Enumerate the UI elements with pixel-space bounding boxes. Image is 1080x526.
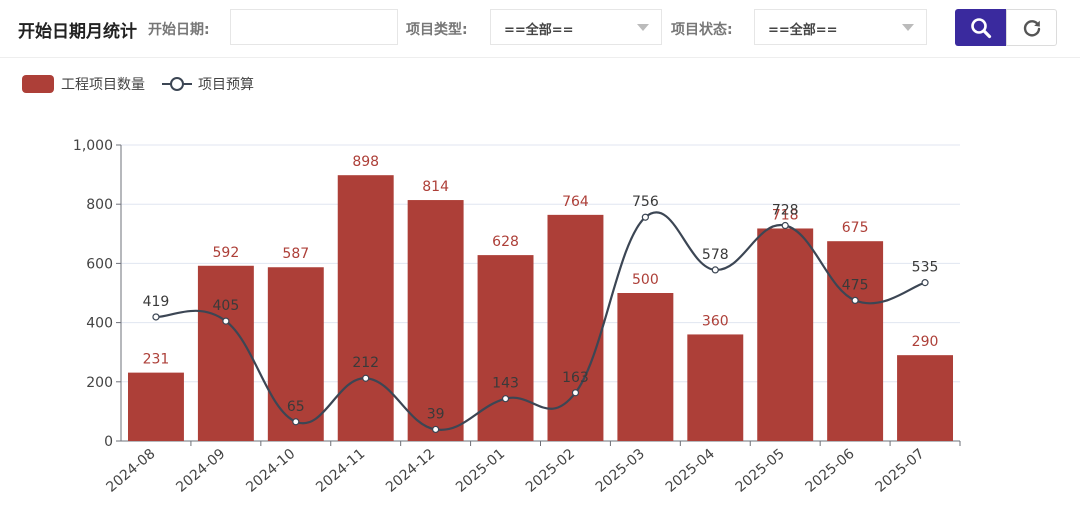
bar [267, 267, 324, 441]
search-icon [970, 17, 991, 38]
bar-value-label: 628 [492, 234, 519, 250]
x-tick-label: 2025-06 [803, 446, 858, 496]
bar-value-label: 500 [632, 272, 659, 288]
bar [407, 200, 464, 441]
bar [757, 228, 814, 441]
line-point [781, 221, 789, 230]
bar-value-label: 231 [143, 352, 170, 368]
y-tick-label: 400 [86, 316, 113, 332]
line-value-label: 163 [562, 370, 589, 386]
project-status-value: ==全部== [768, 23, 838, 38]
x-tick-label: 2025-04 [663, 446, 718, 496]
x-tick-label: 2024-08 [103, 446, 158, 496]
chevron-down-icon [637, 24, 649, 31]
line-point [152, 313, 160, 321]
bar-value-label: 360 [702, 313, 729, 329]
project-type-select[interactable]: ==全部== [490, 9, 662, 45]
line-point [641, 213, 649, 221]
chevron-down-icon [902, 24, 914, 31]
x-tick-label: 2025-02 [523, 446, 578, 496]
line-value-label: 65 [287, 399, 305, 415]
line-point [292, 418, 300, 426]
line-value-label: 535 [912, 260, 939, 276]
y-tick-label: 0 [104, 434, 113, 450]
bar [897, 355, 954, 441]
bar-value-label: 290 [912, 334, 939, 350]
bar [617, 293, 674, 441]
x-tick-label: 2025-03 [593, 446, 648, 496]
page-title: 开始日期月统计 [18, 22, 137, 42]
legend-bar-label: 工程项目数量 [61, 77, 145, 93]
bar [827, 241, 884, 441]
bar-value-label: 718 [772, 207, 799, 223]
bar [197, 265, 254, 441]
start-date-input[interactable] [230, 9, 398, 45]
start-date-label: 开始日期: [148, 22, 210, 38]
y-tick-label: 800 [86, 197, 113, 213]
bar-value-label: 898 [352, 154, 379, 170]
bar-value-label: 592 [213, 245, 240, 261]
refresh-icon [1023, 19, 1040, 37]
line-point [921, 279, 929, 287]
x-tick-label: 2025-07 [873, 446, 928, 496]
y-tick-label: 1,000 [73, 138, 113, 154]
legend-item-line[interactable]: 项目预算 [162, 74, 254, 94]
line-value-label: 419 [143, 294, 170, 310]
legend-line-label: 项目预算 [198, 77, 254, 93]
bar-value-label: 814 [422, 179, 449, 195]
line-value-label: 756 [632, 194, 659, 210]
line-point [851, 296, 859, 304]
legend-line-swatch [162, 77, 192, 91]
x-tick-label: 2025-05 [733, 446, 788, 496]
filter-toolbar: 开始日期月统计 开始日期: 项目类型: ==全部== 项目状态: ==全部== [0, 0, 1080, 58]
project-status-label: 项目状态: [671, 22, 733, 38]
line-point [362, 374, 370, 382]
line-point [571, 389, 580, 397]
line-value-label: 728 [772, 203, 799, 219]
project-type-value: ==全部== [504, 23, 574, 38]
x-tick-label: 2024-12 [383, 446, 438, 496]
bar-value-label: 764 [562, 194, 589, 210]
line-value-label: 39 [427, 406, 445, 422]
bar [337, 175, 394, 441]
line-value-label: 212 [352, 355, 379, 371]
bar [477, 255, 534, 441]
bar [687, 334, 744, 441]
refresh-button[interactable] [1006, 9, 1057, 46]
y-tick-label: 600 [86, 256, 113, 272]
project-status-select[interactable]: ==全部== [754, 9, 927, 45]
line-value-label: 143 [492, 376, 519, 392]
bar-value-label: 587 [282, 246, 309, 262]
combo-chart: 0 200 400 600 800 1,000 231 592 587 898 814 628 764 5… [73, 138, 961, 496]
line-point [501, 395, 510, 403]
line-point [711, 266, 719, 274]
x-tick-label: 2024-09 [173, 446, 228, 496]
line-point [432, 425, 440, 434]
search-button[interactable] [955, 9, 1006, 46]
legend-bar-swatch [22, 75, 54, 93]
legend-item-bar[interactable]: 工程项目数量 [22, 74, 145, 94]
bar [127, 372, 184, 441]
x-tick-label: 2024-10 [243, 446, 298, 496]
project-type-label: 项目类型: [406, 22, 468, 38]
bar [547, 214, 604, 441]
line-value-label: 405 [213, 298, 240, 314]
line-value-label: 475 [842, 277, 869, 293]
line-point [222, 317, 230, 325]
x-tick-label: 2025-01 [453, 446, 508, 496]
line-value-label: 578 [702, 247, 729, 263]
bar-value-label: 675 [842, 220, 869, 236]
x-tick-label: 2024-11 [313, 446, 368, 496]
y-tick-label: 200 [86, 375, 113, 391]
